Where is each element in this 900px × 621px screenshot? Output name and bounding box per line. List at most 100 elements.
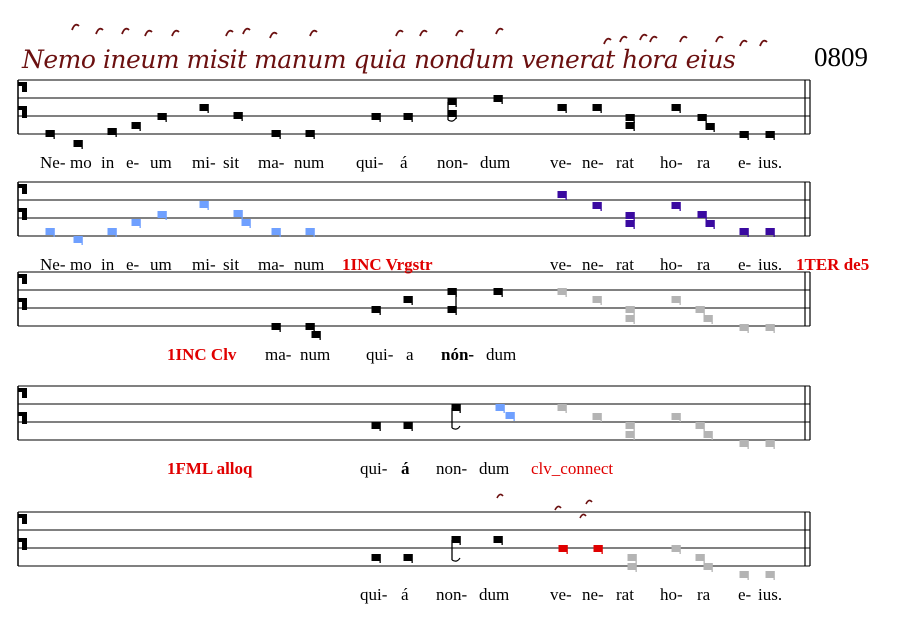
neume-punctum <box>451 536 461 543</box>
lyric-syllable: á <box>401 459 410 478</box>
lyric-syllable: á <box>400 153 408 172</box>
neume-punctum <box>199 201 209 208</box>
neume-punctum <box>233 112 243 119</box>
neume-punctum <box>495 404 505 411</box>
neume-punctum <box>627 563 637 570</box>
neume-tail <box>633 220 635 229</box>
neume-punctum <box>371 113 381 120</box>
neume-tail <box>501 536 503 545</box>
neume-tail <box>411 554 413 563</box>
neume-punctum <box>271 323 281 330</box>
lyric-syllable: qui- <box>360 459 388 478</box>
lyric-syllable: ra <box>697 585 711 604</box>
neume-tail <box>411 113 413 122</box>
lyric-syllable: um <box>150 153 172 172</box>
c-clef-icon <box>18 388 27 424</box>
lyric-syllable: mi- <box>192 255 216 274</box>
neume-tail <box>279 228 281 237</box>
lyric-syllable: qui- <box>366 345 394 364</box>
neume-curve <box>451 557 461 562</box>
neume-tail <box>713 123 715 132</box>
lyric-syllable: dum <box>480 153 511 172</box>
neume-punctum <box>131 219 141 226</box>
manuscript-neume-mark <box>225 29 234 37</box>
lyric-syllable: ve- <box>550 585 572 604</box>
neume-punctum <box>705 220 715 227</box>
neume-curve <box>451 425 461 430</box>
neume-tail <box>633 122 635 131</box>
neume-tail <box>713 220 715 229</box>
neume-punctum <box>493 288 503 295</box>
neume-tail <box>747 228 749 237</box>
neume-punctum <box>739 228 749 235</box>
lyric-syllable: mo <box>70 153 92 172</box>
neume-punctum <box>157 113 167 120</box>
neume-tail <box>600 413 602 422</box>
lyric-syllable: in <box>101 153 115 172</box>
neume-punctum <box>45 228 55 235</box>
neume-punctum <box>671 104 681 111</box>
manuscript-neume-mark <box>739 39 748 47</box>
neume-tail <box>600 104 602 113</box>
neume-tail <box>773 228 775 237</box>
neume-punctum <box>671 413 681 420</box>
neume-punctum <box>625 431 635 438</box>
neume-tail <box>411 422 413 431</box>
manuscript-neume-mark <box>95 27 104 35</box>
neume-tail <box>633 315 635 324</box>
neume-punctum <box>703 315 713 322</box>
neume-punctum <box>593 545 603 552</box>
c-clef-icon <box>18 82 27 118</box>
neume-punctum <box>241 219 251 226</box>
neume-punctum <box>233 210 243 217</box>
lyric-syllable: num <box>300 345 331 364</box>
lyric-syllable: ra <box>697 153 711 172</box>
lyric-syllable: um <box>150 255 172 274</box>
neume-tail <box>241 210 243 219</box>
lyric-syllable: ve- <box>550 255 572 274</box>
neume-punctum <box>199 104 209 111</box>
manuscript-neume-mark <box>269 31 278 39</box>
neume-tail <box>379 113 381 122</box>
neume-tail <box>53 228 55 237</box>
manuscript-neume-mark <box>579 513 587 519</box>
neume-punctum <box>592 202 602 209</box>
neume-tail <box>503 404 505 413</box>
manuscript-neume-mark <box>309 29 318 37</box>
neume-punctum <box>493 95 503 102</box>
neume-punctum <box>107 128 117 135</box>
neume-tail <box>81 140 83 149</box>
neume-punctum <box>557 404 567 411</box>
neume-tail <box>379 554 381 563</box>
neume-punctum <box>625 306 635 313</box>
neume-punctum <box>695 554 705 561</box>
lyric-syllable: e- <box>126 255 140 274</box>
neume-tail <box>773 131 775 140</box>
neume-punctum <box>447 98 457 105</box>
manuscript-neume-mark <box>679 35 688 43</box>
annotation-label: 1FML alloq <box>167 459 253 478</box>
neume-punctum <box>493 536 503 543</box>
lyric-syllable: ho- <box>660 153 683 172</box>
lyric-syllable: mi- <box>192 153 216 172</box>
lyric-syllable: dum <box>479 459 510 478</box>
neume-punctum <box>305 130 315 137</box>
neume-punctum <box>592 104 602 111</box>
neume-punctum <box>625 212 635 219</box>
neume-tail <box>566 545 568 554</box>
lyric-syllable: ne- <box>582 255 604 274</box>
lyric-syllable: ne- <box>582 585 604 604</box>
lyric-syllable: e- <box>738 153 752 172</box>
lyric-syllable: non- <box>436 459 468 478</box>
neume-punctum <box>371 554 381 561</box>
neume-punctum <box>447 306 457 313</box>
neume-punctum <box>403 422 413 429</box>
neume-punctum <box>765 571 775 578</box>
neume-punctum <box>705 123 715 130</box>
neume-punctum <box>403 296 413 303</box>
lyric-syllable: sit <box>223 153 240 172</box>
neume-punctum <box>695 422 705 429</box>
lyric-syllable: ius. <box>758 585 783 604</box>
neume-tail <box>679 413 681 422</box>
neume-tail <box>565 288 567 297</box>
